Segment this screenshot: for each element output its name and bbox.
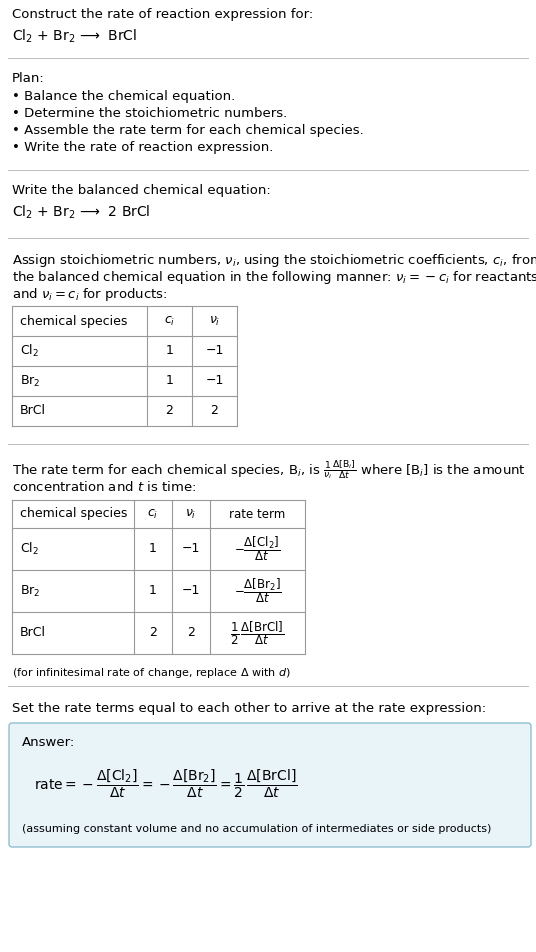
Text: 2: 2 [149, 626, 157, 640]
Text: Write the balanced chemical equation:: Write the balanced chemical equation: [12, 184, 271, 197]
Text: 1: 1 [149, 585, 157, 598]
Text: concentration and $t$ is time:: concentration and $t$ is time: [12, 480, 196, 494]
Text: Br$_2$: Br$_2$ [20, 373, 40, 388]
Text: Construct the rate of reaction expression for:: Construct the rate of reaction expressio… [12, 8, 313, 21]
Text: Cl$_2$ + Br$_2$ ⟶  2 BrCl: Cl$_2$ + Br$_2$ ⟶ 2 BrCl [12, 204, 151, 222]
Text: $c_i$: $c_i$ [147, 507, 159, 521]
Text: Assign stoichiometric numbers, $\nu_i$, using the stoichiometric coefficients, $: Assign stoichiometric numbers, $\nu_i$, … [12, 252, 536, 269]
Text: $\mathrm{rate} = -\dfrac{\Delta[\mathrm{Cl_2}]}{\Delta t} = -\dfrac{\Delta[\math: $\mathrm{rate} = -\dfrac{\Delta[\mathrm{… [34, 768, 297, 801]
Text: $\dfrac{1}{2}\,\dfrac{\Delta[\mathrm{BrCl}]}{\Delta t}$: $\dfrac{1}{2}\,\dfrac{\Delta[\mathrm{BrC… [230, 619, 285, 646]
Text: Plan:: Plan: [12, 72, 44, 85]
Text: $c_i$: $c_i$ [164, 314, 175, 327]
Text: (for infinitesimal rate of change, replace Δ with $d$): (for infinitesimal rate of change, repla… [12, 666, 291, 680]
Text: 2: 2 [187, 626, 195, 640]
Text: 2: 2 [166, 405, 174, 418]
Text: $-\dfrac{\Delta[\mathrm{Cl_2}]}{\Delta t}$: $-\dfrac{\Delta[\mathrm{Cl_2}]}{\Delta t… [234, 535, 281, 564]
Text: • Determine the stoichiometric numbers.: • Determine the stoichiometric numbers. [12, 107, 287, 120]
Text: −1: −1 [182, 585, 200, 598]
Text: Cl$_2$ + Br$_2$ ⟶  BrCl: Cl$_2$ + Br$_2$ ⟶ BrCl [12, 28, 137, 46]
Text: Set the rate terms equal to each other to arrive at the rate expression:: Set the rate terms equal to each other t… [12, 702, 486, 715]
Text: $-\dfrac{\Delta[\mathrm{Br_2}]}{\Delta t}$: $-\dfrac{\Delta[\mathrm{Br_2}]}{\Delta t… [234, 577, 281, 605]
Text: BrCl: BrCl [20, 405, 46, 418]
Text: 2: 2 [211, 405, 219, 418]
Text: • Assemble the rate term for each chemical species.: • Assemble the rate term for each chemic… [12, 124, 364, 137]
Text: • Balance the chemical equation.: • Balance the chemical equation. [12, 90, 235, 103]
Text: • Write the rate of reaction expression.: • Write the rate of reaction expression. [12, 141, 273, 154]
FancyBboxPatch shape [9, 723, 531, 847]
Text: 1: 1 [166, 374, 174, 387]
Text: Cl$_2$: Cl$_2$ [20, 343, 39, 359]
Text: chemical species: chemical species [20, 507, 128, 521]
Text: Cl$_2$: Cl$_2$ [20, 541, 39, 557]
Text: −1: −1 [182, 543, 200, 556]
Text: BrCl: BrCl [20, 626, 46, 640]
Text: −1: −1 [205, 345, 224, 358]
Text: −1: −1 [205, 374, 224, 387]
Text: 1: 1 [149, 543, 157, 556]
Text: and $\nu_i = c_i$ for products:: and $\nu_i = c_i$ for products: [12, 286, 168, 303]
Text: the balanced chemical equation in the following manner: $\nu_i = -c_i$ for react: the balanced chemical equation in the fo… [12, 269, 536, 286]
Text: Answer:: Answer: [22, 736, 75, 749]
Text: The rate term for each chemical species, B$_i$, is $\frac{1}{\nu_i}\frac{\Delta[: The rate term for each chemical species,… [12, 458, 526, 481]
Text: rate term: rate term [229, 507, 286, 521]
Text: chemical species: chemical species [20, 314, 128, 327]
Text: $\nu_i$: $\nu_i$ [185, 507, 197, 521]
Text: 1: 1 [166, 345, 174, 358]
Text: (assuming constant volume and no accumulation of intermediates or side products): (assuming constant volume and no accumul… [22, 824, 492, 834]
Text: Br$_2$: Br$_2$ [20, 584, 40, 599]
Text: $\nu_i$: $\nu_i$ [209, 314, 220, 327]
